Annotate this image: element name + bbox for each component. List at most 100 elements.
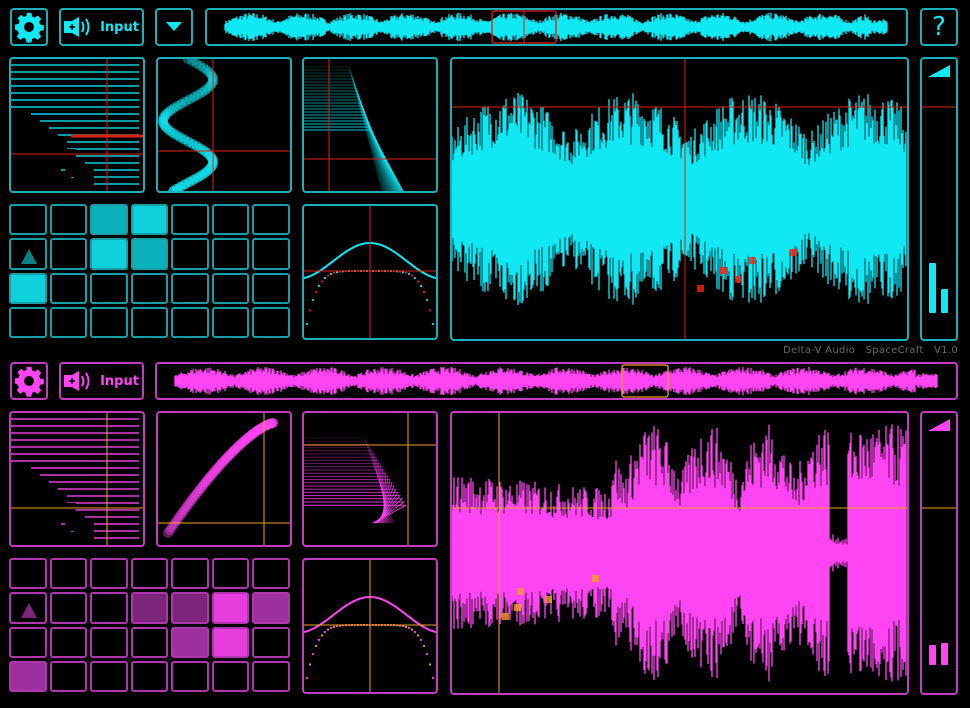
envelope-panel[interactable] (302, 411, 438, 547)
pad-cell[interactable] (171, 626, 209, 658)
pad-cell[interactable] (211, 626, 249, 658)
marker-point[interactable] (592, 575, 599, 582)
pad-cell[interactable] (9, 592, 47, 624)
pad-cell[interactable] (211, 306, 249, 339)
speaker-plus-icon (64, 371, 90, 391)
pad-cell[interactable] (171, 660, 209, 693)
pad-cell[interactable] (49, 306, 87, 339)
pad-cell[interactable] (171, 592, 209, 624)
pad-cell[interactable] (90, 626, 128, 658)
pad-cell[interactable] (49, 272, 87, 304)
pad-cell[interactable] (252, 626, 290, 658)
main-waveform-svg (452, 59, 907, 339)
pad-cell[interactable] (252, 272, 290, 304)
pad-cell[interactable] (49, 592, 87, 624)
pad-cell[interactable] (252, 660, 290, 693)
pad-cell[interactable] (130, 306, 168, 339)
pad-cell[interactable] (130, 592, 168, 624)
pad-cell[interactable] (171, 306, 209, 339)
pad-cell[interactable] (211, 238, 249, 270)
pad-cell[interactable] (9, 626, 47, 658)
pad-cell[interactable] (49, 558, 87, 590)
envelope-panel[interactable] (302, 57, 438, 193)
input-label: Input (100, 19, 139, 35)
curve-svg (304, 560, 436, 692)
main-waveform[interactable] (450, 57, 909, 341)
overview-waveform[interactable] (205, 8, 908, 46)
triangle-up-icon (21, 249, 37, 265)
shape-panel[interactable] (156, 57, 292, 193)
pad-cell[interactable] (90, 558, 128, 590)
pad-cell[interactable] (171, 204, 209, 236)
main-waveform[interactable] (450, 411, 909, 695)
help-button[interactable]: ? (920, 8, 958, 46)
marker-point[interactable] (514, 604, 521, 611)
marker-point[interactable] (720, 267, 727, 274)
pad-cell[interactable] (49, 626, 87, 658)
pad-cell[interactable] (130, 204, 168, 236)
pad-cell[interactable] (252, 558, 290, 590)
overview-waveform[interactable] (155, 362, 958, 400)
pad-cell[interactable] (211, 558, 249, 590)
pad-cell[interactable] (130, 626, 168, 658)
pad-cell[interactable] (171, 238, 209, 270)
curve-panel[interactable] (302, 204, 438, 340)
marker-point[interactable] (517, 588, 524, 595)
slice-panel[interactable] (9, 411, 145, 547)
shape-panel[interactable] (156, 411, 292, 547)
pad-cell[interactable] (171, 558, 209, 590)
pad-cell[interactable] (49, 238, 87, 270)
marker-point[interactable] (502, 613, 509, 620)
pad-cell[interactable] (9, 204, 47, 236)
pad-cell[interactable] (90, 306, 128, 339)
input-button[interactable]: Input (59, 8, 144, 46)
settings-button[interactable] (10, 362, 48, 400)
pad-cell[interactable] (9, 660, 47, 693)
pad-cell[interactable] (130, 272, 168, 304)
pad-cell[interactable] (90, 272, 128, 304)
main-wave (452, 93, 907, 305)
pad-cell[interactable] (211, 592, 249, 624)
marker-point[interactable] (697, 285, 704, 292)
level-meter[interactable] (920, 57, 958, 341)
pad-cell[interactable] (252, 204, 290, 236)
pad-cell[interactable] (9, 558, 47, 590)
pad-cell[interactable] (252, 592, 290, 624)
pad-cell[interactable] (49, 660, 87, 693)
marker-point[interactable] (790, 249, 797, 256)
pad-cell[interactable] (9, 238, 47, 270)
pad-cell[interactable] (130, 238, 168, 270)
version-label: V1.0 (934, 345, 958, 356)
pad-cell[interactable] (252, 238, 290, 270)
pad-cell[interactable] (90, 238, 128, 270)
pad-cell[interactable] (90, 592, 128, 624)
slice-svg (11, 413, 143, 545)
slice-panel[interactable] (9, 57, 145, 193)
curve-panel[interactable] (302, 558, 438, 694)
dropdown-button[interactable] (155, 8, 193, 46)
pad-cell[interactable] (90, 204, 128, 236)
pad-cell[interactable] (90, 660, 128, 693)
level-meter-svg (922, 65, 956, 313)
pad-cell[interactable] (211, 272, 249, 304)
pad-cell[interactable] (9, 272, 47, 304)
curve-svg (304, 206, 436, 338)
overview-selection[interactable] (621, 364, 669, 398)
pad-cell[interactable] (211, 660, 249, 693)
marker-point[interactable] (545, 596, 552, 603)
settings-button[interactable] (10, 8, 48, 46)
pad-cell[interactable] (252, 306, 290, 339)
level-meter[interactable] (920, 411, 958, 695)
pad-cell[interactable] (49, 204, 87, 236)
meter-bar-right (941, 289, 948, 313)
marker-point[interactable] (749, 257, 756, 264)
marker-point[interactable] (735, 276, 742, 283)
volume-ramp-icon (928, 65, 950, 77)
pad-cell[interactable] (211, 204, 249, 236)
pad-cell[interactable] (9, 306, 47, 339)
pad-cell[interactable] (130, 660, 168, 693)
gear-icon (14, 366, 44, 397)
pad-cell[interactable] (171, 272, 209, 304)
input-button[interactable]: Input (59, 362, 144, 400)
pad-cell[interactable] (130, 558, 168, 590)
